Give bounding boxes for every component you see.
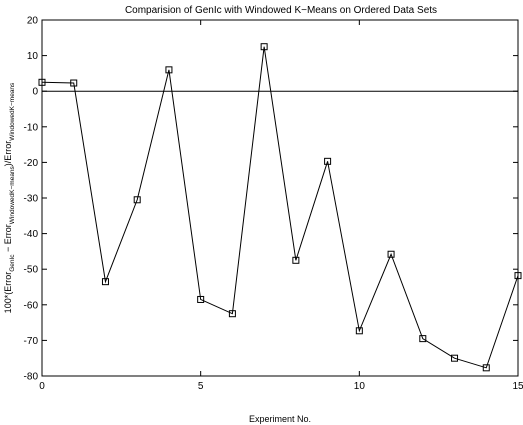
data-point-marker: [514, 272, 522, 280]
data-point-marker: [165, 66, 173, 74]
data-point-marker: [324, 157, 332, 165]
data-point-marker: [197, 295, 205, 303]
x-tick-label: 5: [198, 381, 204, 392]
data-point-marker: [70, 79, 78, 87]
data-point-marker: [101, 278, 109, 286]
data-point-marker: [419, 335, 427, 343]
x-tick-label: 0: [39, 381, 45, 392]
plot-area: [41, 19, 519, 377]
data-point-marker: [228, 310, 236, 318]
series-line: [41, 46, 519, 369]
y-tick-label: -30: [24, 194, 39, 205]
y-label-part-1: 100*(Error: [3, 272, 13, 314]
data-point-marker: [451, 354, 459, 362]
data-point-marker: [38, 78, 46, 86]
data-point-marker: [355, 327, 363, 335]
y-label-sub-2: WindowedK−means: [9, 165, 16, 224]
y-label-part-3: )/Error: [3, 141, 13, 167]
y-label-sub-1: GenIc: [9, 254, 16, 272]
y-tick-label: -40: [24, 229, 39, 240]
y-axis-label: 100*(ErrorGenIc − ErrorWindowedK−means)/…: [3, 82, 16, 313]
chart-title: Comparision of GenIc with Windowed K−Mea…: [125, 5, 437, 16]
y-tick-label: -60: [24, 300, 39, 311]
y-tick-label: -50: [24, 265, 39, 276]
data-point-marker: [387, 250, 395, 258]
x-tick-label: 10: [354, 381, 366, 392]
y-tick-label: -70: [24, 336, 39, 347]
data-point-marker: [260, 43, 268, 51]
data-point-marker: [133, 196, 141, 204]
y-tick-label: 0: [32, 87, 38, 98]
data-point-marker: [292, 256, 300, 264]
y-tick-label: -80: [24, 372, 39, 383]
data-point-marker: [482, 364, 490, 372]
y-tick-label: -10: [24, 122, 39, 133]
data-markers: [38, 43, 522, 372]
x-tick-label: 15: [512, 381, 523, 392]
y-tick-label: 10: [27, 51, 39, 62]
y-axis: 20 10 0 -10 -20 -30 -40 -50 -60 -70 -80: [24, 16, 518, 383]
y-label-part-2: − Error: [3, 224, 13, 254]
y-tick-label: -20: [24, 158, 39, 169]
x-axis-label: Experiment No.: [249, 414, 311, 424]
y-label-sub-3: WindowedK−means: [9, 82, 16, 141]
y-tick-label: 20: [27, 16, 39, 27]
x-axis: 0 5 10 15: [39, 20, 523, 392]
